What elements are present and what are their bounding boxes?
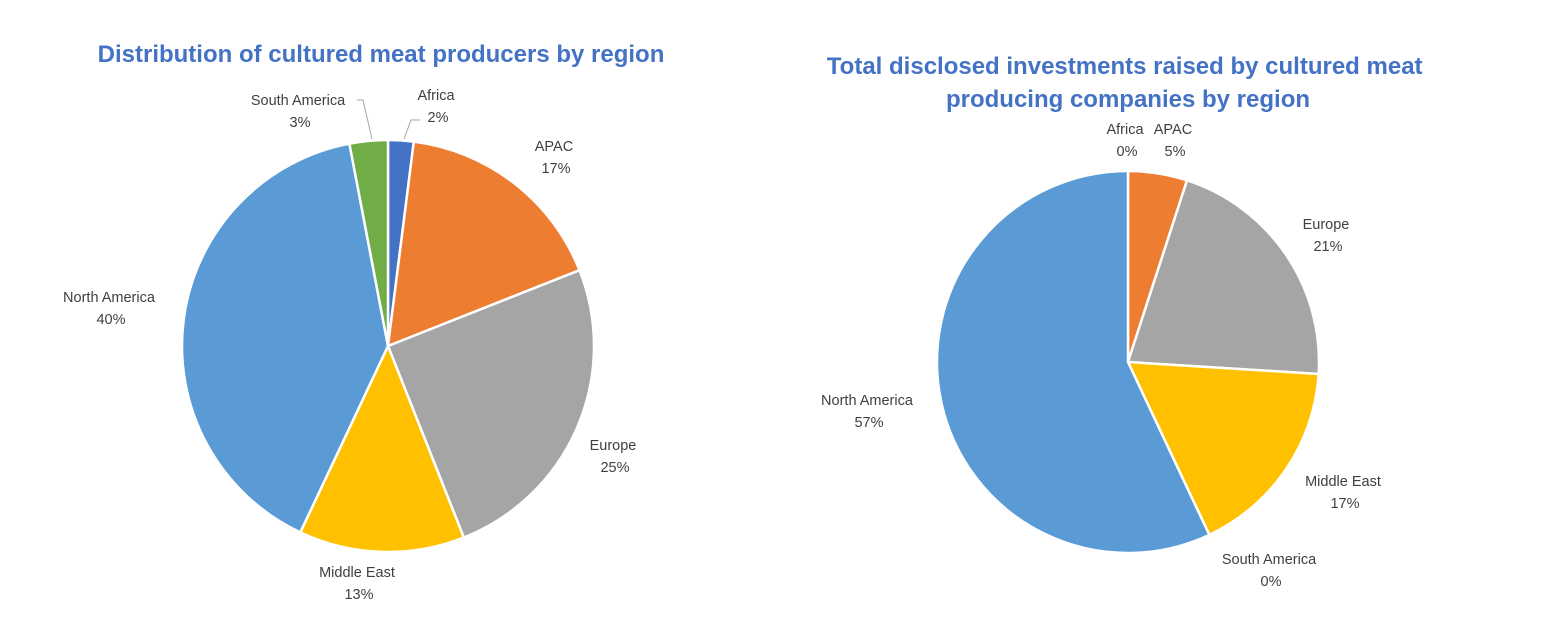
slice-label-apac: APAC 5% [1154,122,1196,160]
pie-slice-north-america [180,142,390,534]
leader-south-america [357,99,373,140]
slice-label-south-america: South America 0% [1222,552,1320,590]
pie-slice-south-america [348,138,390,348]
slice-label-middle-east: Middle East 13% [319,565,399,603]
chart-2-title: Total disclosed investments raised by cu… [827,53,1429,113]
slice-label-europe: Europe 21% [1303,217,1354,255]
slice-label-apac: APAC 17% [535,139,577,177]
pie-slice-north-america [935,169,1211,555]
slice-label-north-america: North America 40% [63,290,159,328]
pie-1-slices [180,138,596,554]
slice-label-middle-east: Middle East 17% [1305,474,1385,512]
pie-slice-middle-east [1126,360,1320,537]
pie-slice-europe [386,268,596,539]
pie-2-slices [935,169,1321,555]
slice-label-north-america: North America 57% [821,393,917,431]
pie-chart-investments: Total disclosed investments raised by cu… [821,53,1429,590]
slice-label-africa: Africa 2% [417,88,458,126]
leader-africa [403,119,420,140]
pie-chart-producers: Distribution of cultured meat producers … [63,41,664,603]
slice-label-europe: Europe 25% [590,438,641,476]
pie-slice-europe [1126,179,1321,376]
slice-label-south-america: South America 3% [251,93,349,131]
chart-1-title: Distribution of cultured meat producers … [98,41,665,68]
pie-slice-middle-east [299,344,466,554]
slice-label-africa: Africa 0% [1106,122,1147,160]
pie-slice-apac [386,140,581,348]
